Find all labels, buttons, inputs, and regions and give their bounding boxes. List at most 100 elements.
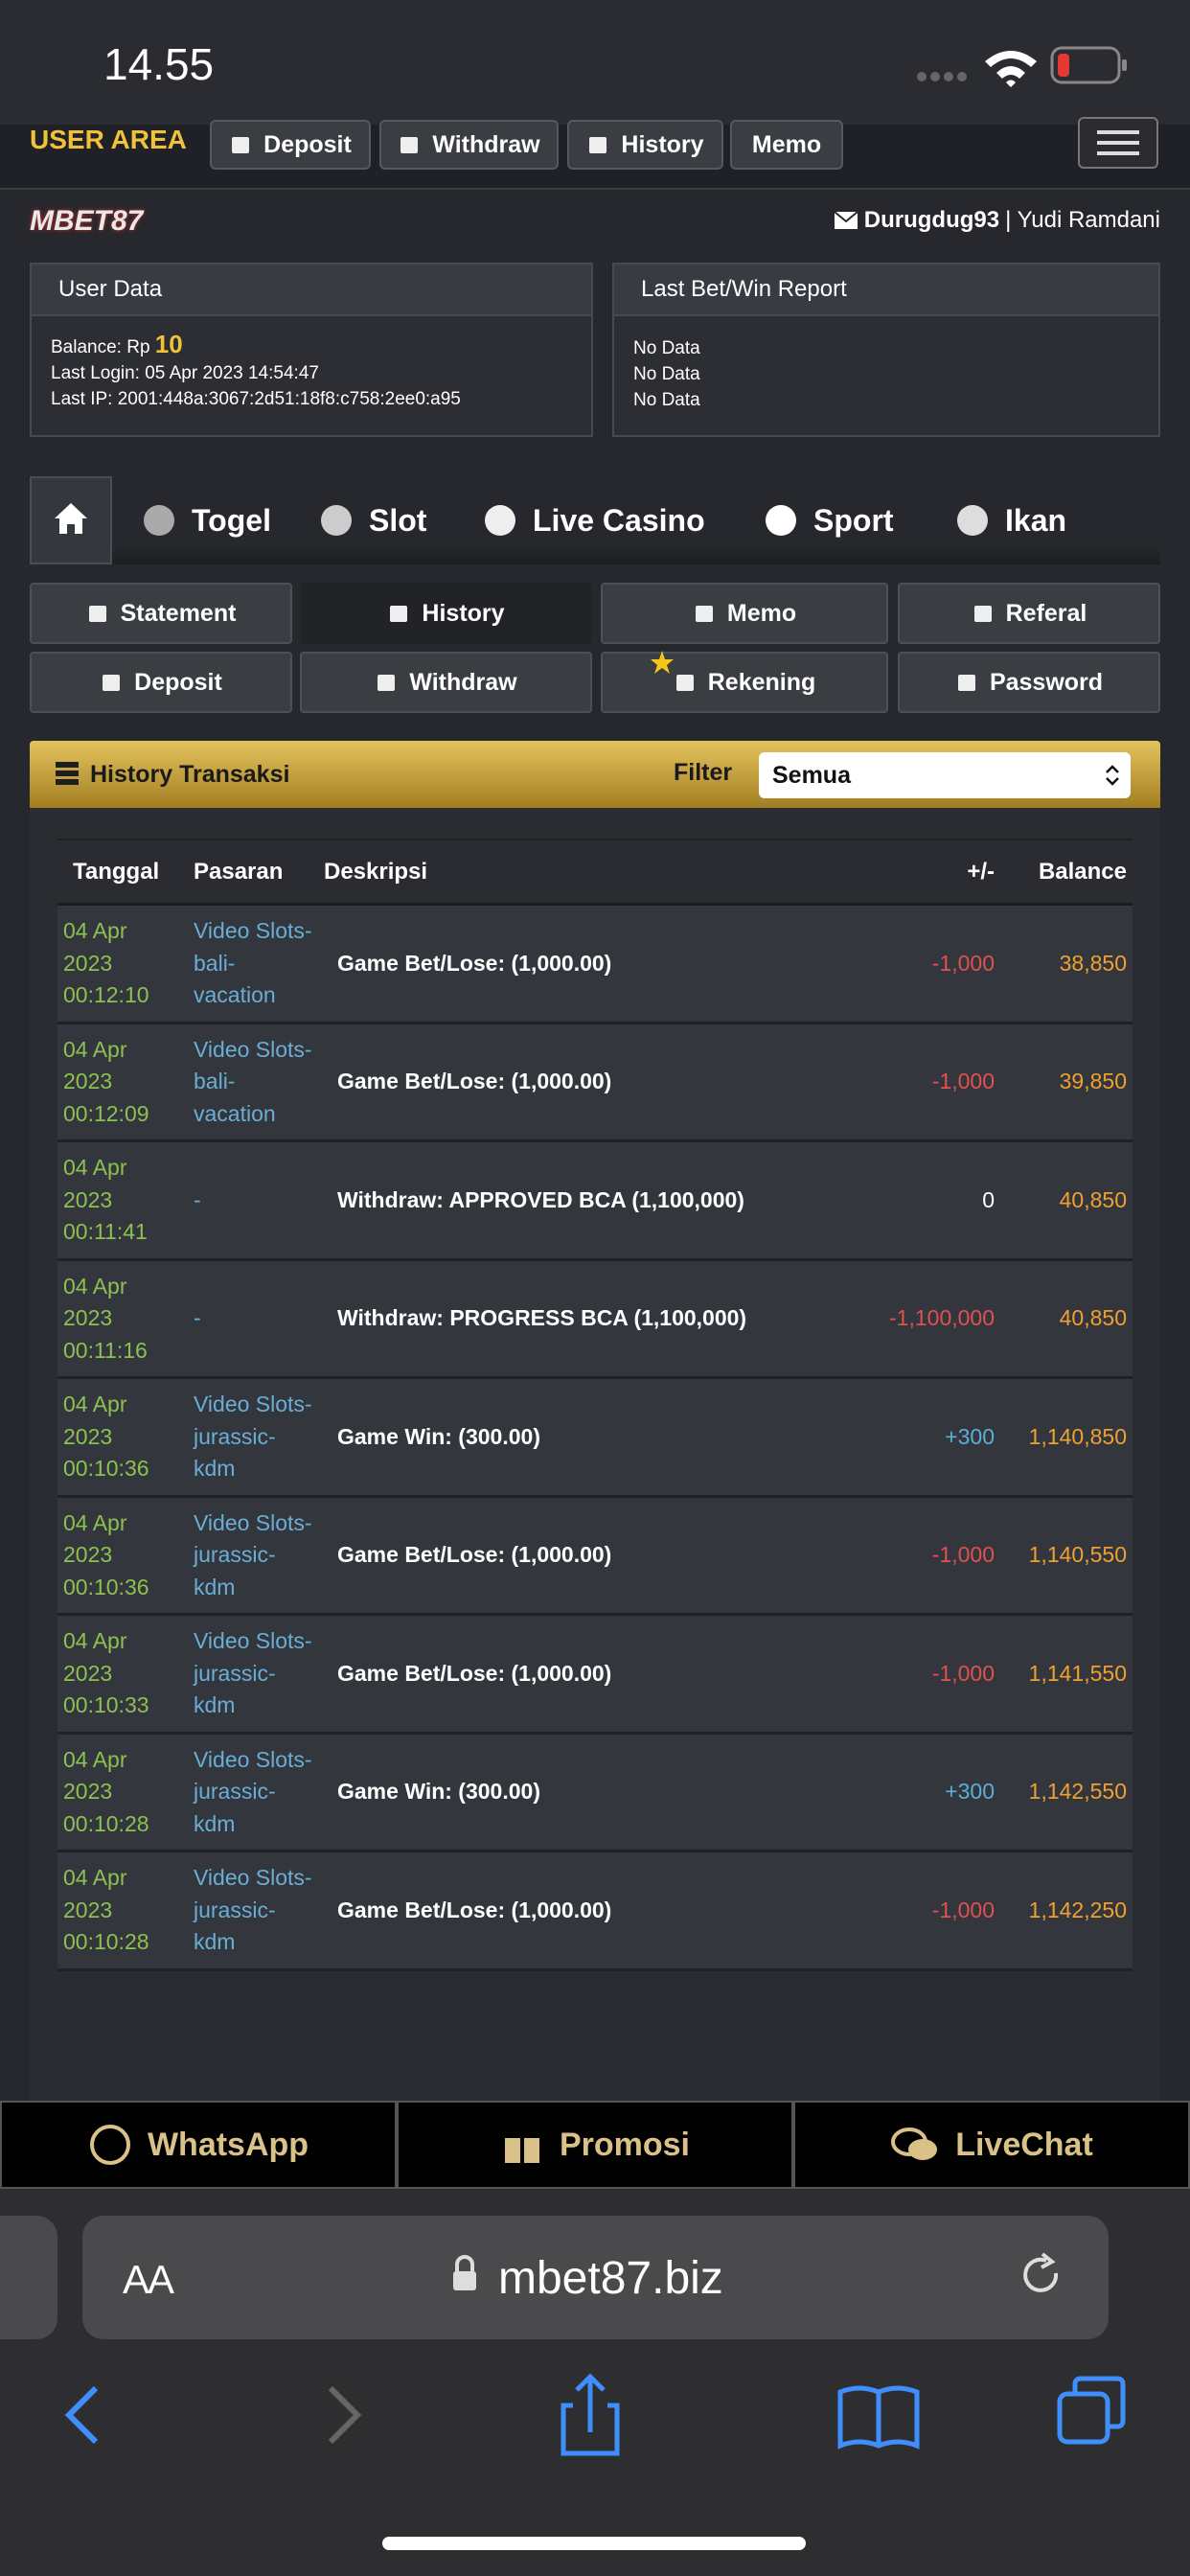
label: 04 Apr 2023 00:11:16 xyxy=(63,1273,148,1363)
table-row: 04 Apr 2023 00:10:33 Video Slots-jurassic… xyxy=(57,1614,1133,1735)
label: Video Slots-jurassic-kdm xyxy=(194,1865,312,1954)
balance: 39,850 xyxy=(1000,1023,1133,1142)
icon xyxy=(675,675,694,691)
nav-button[interactable]: History xyxy=(567,120,723,170)
logo[interactable]: MBET87 xyxy=(30,205,144,237)
nav-button[interactable]: Withdraw xyxy=(379,120,559,170)
bookmarks[interactable] xyxy=(837,2385,920,2450)
bottom-button[interactable]: LiveChat xyxy=(793,2101,1190,2189)
address-bar[interactable] xyxy=(82,2216,1109,2339)
history-title: History Transaksi xyxy=(90,761,290,788)
label: -1,000 xyxy=(931,1069,995,1093)
label: 1,140,850 xyxy=(1028,1423,1127,1449)
table-row: 04 Apr 2023 00:12:09 Video Slots-bali-vac… xyxy=(57,1023,1133,1142)
bottom-button[interactable]: Promosi xyxy=(397,2101,793,2189)
table-row: 04 Apr 2023 00:10:36 Video Slots-jurassic… xyxy=(57,1496,1133,1616)
tabs[interactable] xyxy=(1057,2376,1126,2445)
label: Pasaran xyxy=(194,858,284,885)
change: -1,000 xyxy=(809,1023,1000,1142)
label: 04 Apr 2023 00:11:41 xyxy=(63,1155,148,1244)
label: 04 Apr 2023 00:10:36 xyxy=(63,1509,149,1599)
table-row: 04 Apr 2023 00:12:10 Video Slots-bali-vac… xyxy=(57,904,1133,1024)
icon xyxy=(973,606,992,622)
forward[interactable] xyxy=(328,2385,362,2445)
label: Withdraw: APPROVED BCA (1,100,000) xyxy=(337,1186,744,1212)
star xyxy=(651,651,674,674)
bottom-button[interactable]: WhatsApp xyxy=(0,2101,397,2189)
label: -1,000 xyxy=(931,1897,995,1922)
menu-toggle[interactable] xyxy=(1078,117,1158,169)
menu-button[interactable]: History xyxy=(300,583,592,644)
label: +300 xyxy=(945,1779,995,1804)
filter-label: Filter xyxy=(674,759,733,786)
description: Game Bet/Lose: (1,000.00) xyxy=(318,1851,809,1971)
icon xyxy=(232,137,250,153)
label: Video Slots-jurassic-kdm xyxy=(194,1628,312,1717)
report-line: No Data xyxy=(633,364,700,384)
label: Game Bet/Lose: (1,000.00) xyxy=(337,1069,612,1093)
market: - xyxy=(188,1259,318,1379)
home-tab[interactable] xyxy=(30,476,112,564)
change: -1,000 xyxy=(809,1851,1000,1971)
user-info: Durugdug93 | Yudi Ramdani xyxy=(834,207,1160,234)
label: LiveChat xyxy=(955,2126,1093,2163)
game-tab[interactable]: Slot xyxy=(317,476,426,564)
nav-button[interactable]: Deposit xyxy=(210,120,371,170)
last-login: Last Login: 05 Apr 2023 14:54:47 xyxy=(51,363,319,383)
star-icon xyxy=(650,650,675,679)
market: Video Slots-bali-vacation xyxy=(188,1023,318,1142)
menu-button[interactable]: Referal xyxy=(898,583,1160,644)
game-icon xyxy=(766,505,796,536)
label: WhatsApp xyxy=(147,2126,309,2163)
label: 04 Apr 2023 00:12:10 xyxy=(63,918,149,1007)
text-size-button[interactable]: AA xyxy=(123,2257,174,2302)
nav-button[interactable]: Memo xyxy=(730,120,843,170)
change: -1,000 xyxy=(809,1496,1000,1616)
label: Tanggal xyxy=(73,858,160,885)
balance: 40,850 xyxy=(1000,1140,1133,1261)
icon xyxy=(88,606,106,622)
description: Game Bet/Lose: (1,000.00) xyxy=(318,1614,809,1735)
label: -1,100,000 xyxy=(889,1305,995,1330)
label: History xyxy=(422,599,505,627)
label: -1,000 xyxy=(931,1660,995,1686)
label: Statement xyxy=(120,599,237,627)
menu-button[interactable]: Password xyxy=(898,652,1160,713)
date: 04 Apr 2023 00:12:10 xyxy=(57,904,188,1024)
share[interactable] xyxy=(561,2373,620,2456)
menu-button[interactable]: Withdraw xyxy=(300,652,592,713)
menu-button[interactable]: Statement xyxy=(30,583,292,644)
label: Slot xyxy=(369,502,427,538)
label: Game Win: (300.00) xyxy=(337,1423,540,1449)
date: 04 Apr 2023 00:10:28 xyxy=(57,1733,188,1852)
label: 04 Apr 2023 00:10:36 xyxy=(63,1392,149,1481)
hamburger-icon xyxy=(1097,130,1139,155)
game-tab[interactable]: Live Casino xyxy=(481,476,705,564)
description: Game Win: (300.00) xyxy=(318,1733,809,1852)
market: Video Slots-jurassic-kdm xyxy=(188,1496,318,1616)
user-data-panel: User Data Balance: Rp 10 Last Login: 05 … xyxy=(30,263,593,437)
label: -1,000 xyxy=(931,950,995,976)
game-tab[interactable]: Togel xyxy=(140,476,271,564)
icon xyxy=(390,606,408,622)
label: Withdraw: PROGRESS BCA (1,100,000) xyxy=(337,1305,747,1330)
game-tab[interactable]: Ikan xyxy=(953,476,1066,564)
description: Withdraw: APPROVED BCA (1,100,000) xyxy=(318,1140,809,1261)
label: 1,141,550 xyxy=(1028,1660,1127,1686)
game-tab[interactable]: Sport xyxy=(762,476,894,564)
date: 04 Apr 2023 00:10:33 xyxy=(57,1614,188,1735)
description: Withdraw: PROGRESS BCA (1,100,000) xyxy=(318,1259,809,1379)
prev-tab[interactable] xyxy=(0,2216,57,2339)
filter-select[interactable]: Semua xyxy=(759,752,1131,798)
back[interactable] xyxy=(64,2385,99,2445)
menu-button[interactable]: Deposit xyxy=(30,652,292,713)
label: Video Slots-jurassic-kdm xyxy=(194,1509,312,1599)
label: 0 xyxy=(982,1186,995,1212)
label: Rekening xyxy=(707,668,816,696)
menu-button[interactable]: Rekening xyxy=(601,652,888,713)
reload-icon[interactable] xyxy=(1018,2252,1065,2300)
label: 04 Apr 2023 00:10:28 xyxy=(63,1865,149,1954)
menu-button[interactable]: Memo xyxy=(601,583,888,644)
label: Ikan xyxy=(1005,502,1067,538)
